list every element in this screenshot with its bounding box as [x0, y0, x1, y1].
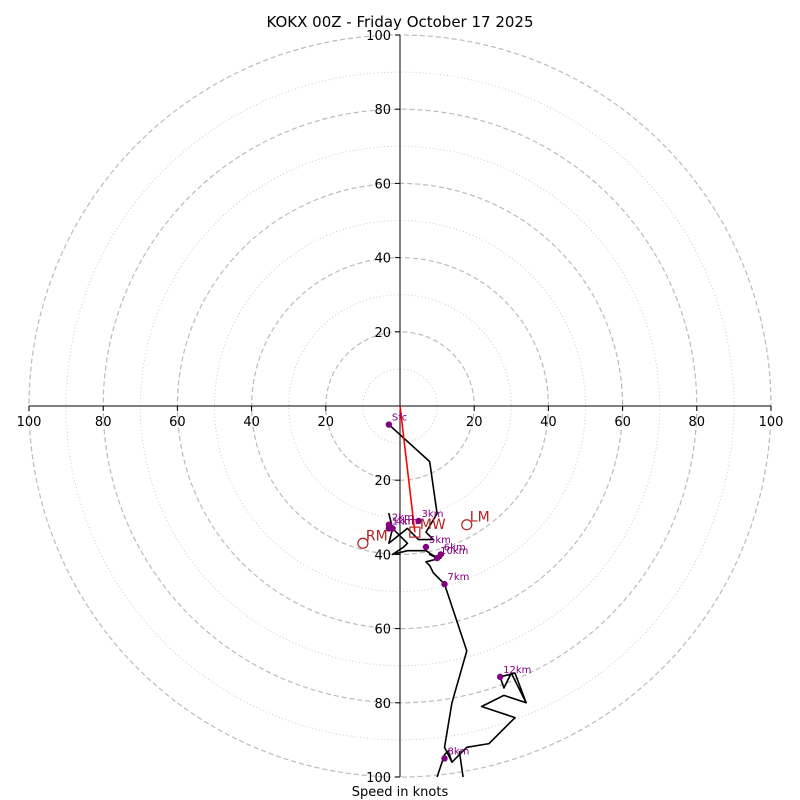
height-label-sfc: Sfc — [392, 413, 407, 424]
tick-label-top-100: 100 — [366, 29, 391, 44]
tick-label-top-20: 20 — [374, 326, 391, 341]
tick-label-top-40: 40 — [374, 252, 391, 267]
storm-motion-markers: MW RM LM — [357, 510, 490, 549]
tick-label-top-60: 60 — [374, 177, 391, 192]
left-mover-label: LM — [470, 510, 490, 526]
height-label-2km: 2km — [392, 513, 414, 524]
tick-labels: 20 40 60 80 100 20 40 60 80 100 100 80 60 40 20 20 40 60 8… — [17, 29, 784, 786]
bulk-shear-vector — [399, 405, 416, 533]
height-marker-7km — [441, 580, 448, 588]
tick-label-top-80: 80 — [374, 103, 391, 118]
height-label-10km: 10km — [440, 546, 468, 557]
mean-wind-label: MW — [420, 517, 446, 533]
tick-label-bottom-20: 20 — [374, 474, 391, 489]
height-label-4km: 4km — [396, 516, 418, 527]
right-mover-label: RM — [366, 528, 388, 544]
height-marker-10km — [433, 554, 441, 562]
chart-title: KOKX 00Z - Friday October 17 2025 — [266, 13, 533, 31]
tick-label-left-20: 20 — [318, 415, 335, 430]
tick-label-right-80: 80 — [689, 415, 706, 430]
height-label-5km: 5km — [429, 535, 451, 546]
tick-label-bottom-60: 60 — [374, 623, 391, 638]
height-marker-4km — [389, 525, 396, 532]
height-marker-5km — [422, 543, 430, 551]
tick-label-bottom-40: 40 — [374, 548, 391, 563]
height-label-3km: 3km — [422, 509, 444, 520]
tick-label-bottom-100: 100 — [366, 771, 391, 786]
height-marker-sfc — [385, 421, 393, 428]
tick-label-left-60: 60 — [169, 415, 186, 430]
x-axis-label: Speed in knots — [352, 785, 449, 800]
tick-label-left-100: 100 — [17, 415, 42, 430]
tick-label-left-80: 80 — [95, 415, 112, 430]
height-marker-3km — [415, 517, 422, 525]
tick-label-right-20: 20 — [466, 415, 483, 430]
tick-label-bottom-80: 80 — [374, 697, 391, 712]
hodograph-trace — [388, 405, 527, 778]
right-mover-marker — [357, 537, 369, 549]
wind-trace-line — [388, 423, 527, 778]
tick-label-left-40: 40 — [243, 415, 260, 430]
height-marker-12km — [496, 673, 504, 681]
mean-wind-marker — [409, 526, 421, 538]
left-mover-marker — [461, 519, 473, 531]
tick-label-right-100: 100 — [759, 415, 784, 430]
tick-label-right-40: 40 — [540, 415, 557, 430]
height-label-12km: 12km — [503, 665, 531, 676]
height-label-7km: 7km — [448, 572, 470, 583]
wind-trace-tail — [458, 750, 464, 778]
height-label-8km: 8km — [448, 746, 470, 757]
height-label-1km: 1km — [392, 516, 414, 527]
tick-label-right-60: 60 — [614, 415, 631, 430]
height-label-6km: 6km — [444, 542, 466, 553]
height-marker-8km — [441, 755, 448, 762]
